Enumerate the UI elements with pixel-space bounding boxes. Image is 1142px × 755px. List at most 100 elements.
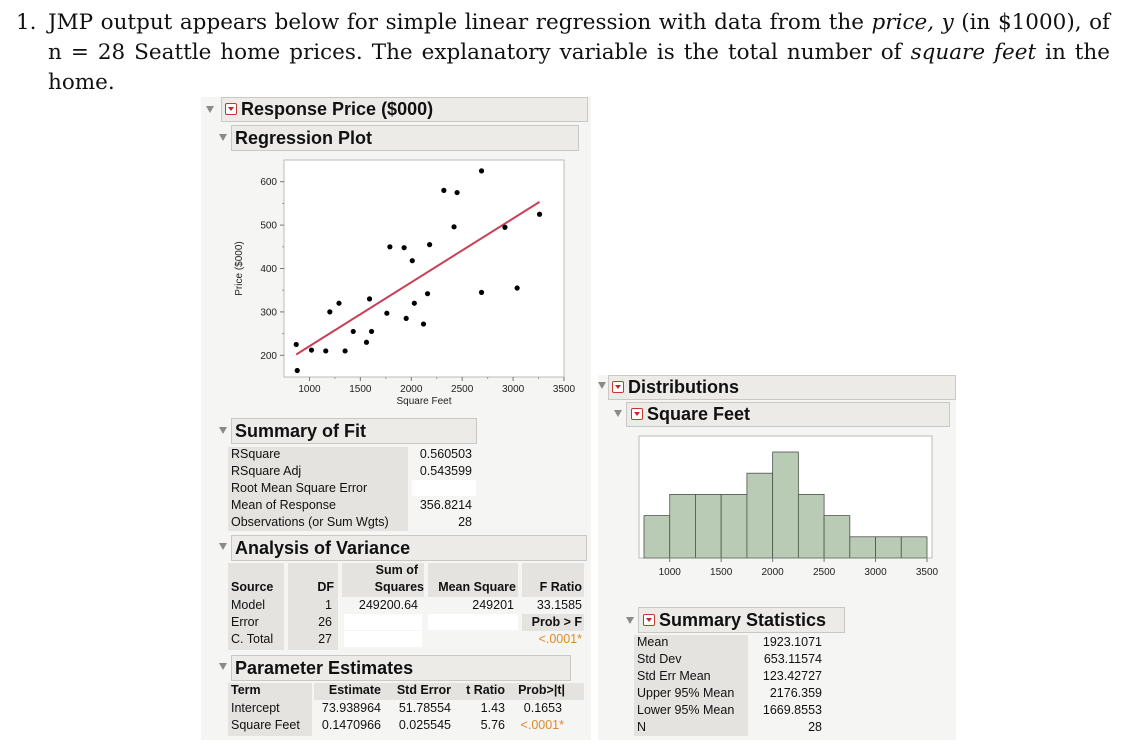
regression-plot-header[interactable]: Regression Plot: [231, 125, 579, 151]
collapse-triangle-icon[interactable]: [219, 427, 227, 434]
pe-estimate: 0.1470966: [321, 718, 381, 732]
collapse-triangle-icon[interactable]: [219, 134, 227, 141]
collapse-triangle-icon[interactable]: [598, 382, 606, 389]
response-title: Response Price ($000): [241, 99, 434, 119]
summary-of-fit-header[interactable]: Summary of Fit: [231, 418, 477, 444]
red-triangle-menu-icon[interactable]: [643, 614, 655, 626]
regression-plot-title: Regression Plot: [235, 128, 373, 148]
svg-text:3500: 3500: [553, 384, 576, 395]
stat-label: Std Err Mean: [637, 669, 711, 683]
collapse-triangle-icon[interactable]: [626, 617, 634, 624]
pe-se: 0.025545: [398, 718, 451, 732]
distributions-header[interactable]: Distributions: [608, 375, 956, 400]
svg-text:2500: 2500: [813, 567, 836, 578]
square-feet-title: Square Feet: [647, 404, 751, 424]
svg-text:3000: 3000: [864, 567, 887, 578]
anova-blank: [428, 614, 518, 630]
collapse-triangle-icon[interactable]: [219, 663, 227, 670]
parameter-estimates-header[interactable]: Parameter Estimates: [231, 655, 571, 681]
square-feet-header[interactable]: Square Feet: [626, 402, 950, 427]
svg-text:2000: 2000: [762, 567, 785, 578]
fit-value: 0.543599: [419, 464, 472, 478]
anova-header-ms: Mean Square: [438, 580, 516, 594]
stat-label: Std Dev: [637, 652, 682, 666]
stat-label: Mean: [637, 635, 669, 649]
collapse-triangle-icon[interactable]: [206, 106, 214, 113]
parameter-estimates-table: Term Estimate Std Error t Ratio Prob>|t|…: [228, 683, 588, 737]
problem-italic-sqft: square feet: [910, 40, 1037, 65]
pe-p: <.0001*: [520, 718, 564, 732]
anova-title: Analysis of Variance: [235, 538, 411, 558]
anova-source: Model: [231, 598, 266, 612]
pe-term: Square Feet: [231, 718, 300, 732]
red-triangle-menu-icon[interactable]: [612, 381, 624, 393]
regression-scatter-plot: 1000 1500 2000 2500 3000 3500 200 300 400 500 600 S…: [234, 159, 576, 407]
svg-text:3500: 3500: [916, 567, 939, 578]
svg-text:200: 200: [260, 351, 277, 362]
svg-text:1000: 1000: [298, 384, 321, 395]
anova-source: Error: [231, 615, 259, 629]
problem-text: n = 28 Seattle home prices. The explanat…: [48, 40, 911, 65]
pe-p: 0.1653: [523, 701, 562, 715]
problem-text: (in $1000), of: [953, 10, 1111, 35]
svg-text:2500: 2500: [451, 384, 474, 395]
stat-value: 28: [808, 720, 822, 734]
response-header[interactable]: Response Price ($000): [221, 97, 588, 122]
svg-text:Price ($000): Price ($000): [234, 241, 245, 295]
anova-blank: [344, 614, 422, 630]
stat-label: Lower 95% Mean: [637, 703, 735, 717]
stat-value: 1923.1071: [762, 635, 822, 649]
anova-header-source: Source: [231, 580, 274, 594]
svg-text:1000: 1000: [659, 567, 682, 578]
anova-source: C. Total: [231, 632, 274, 646]
stat-value: 2176.359: [769, 686, 822, 700]
svg-text:1500: 1500: [710, 567, 733, 578]
anova-prob-f-value: <.0001*: [538, 632, 582, 646]
pe-header-term: Term: [231, 683, 261, 697]
square-feet-histogram: 1000 1500 2000 2500 3000 3500: [638, 435, 939, 578]
problem-italic-price: price, y: [871, 10, 954, 35]
distributions-title: Distributions: [628, 377, 739, 397]
fit-row: Mean of Response: [231, 498, 336, 512]
svg-text:500: 500: [260, 221, 277, 232]
red-triangle-menu-icon[interactable]: [631, 408, 643, 420]
pe-t: 5.76: [480, 718, 505, 732]
red-triangle-menu-icon[interactable]: [225, 103, 237, 115]
summary-of-fit-table: RSquare 0.560503 RSquare Adj 0.543599 Ro…: [228, 447, 478, 532]
svg-text:2000: 2000: [400, 384, 423, 395]
svg-text:600: 600: [260, 177, 277, 188]
anova-header-ss1: Sum of: [375, 563, 418, 577]
parameter-estimates-title: Parameter Estimates: [235, 658, 414, 678]
stat-value: 123.42727: [762, 669, 822, 683]
stat-value: 1669.8553: [762, 703, 822, 717]
fit-row: RSquare Adj: [231, 464, 302, 478]
fit-value: 356.8214: [419, 498, 472, 512]
fit-value: 0.560503: [419, 447, 472, 461]
svg-text:1500: 1500: [349, 384, 372, 395]
anova-ms: 249201: [472, 598, 514, 612]
svg-text:400: 400: [260, 264, 277, 275]
collapse-triangle-icon[interactable]: [219, 543, 227, 550]
pe-header-t: t Ratio: [466, 683, 505, 697]
problem-number: 1.: [16, 10, 37, 35]
summary-statistics-title: Summary Statistics: [659, 610, 827, 630]
pe-estimate: 73.938964: [321, 701, 381, 715]
pe-t: 1.43: [480, 701, 505, 715]
fit-row: Observations (or Sum Wgts): [231, 515, 389, 529]
pe-header-se: Std Error: [396, 683, 451, 697]
anova-header-f: F Ratio: [539, 580, 582, 594]
fit-row: RSquare: [231, 447, 281, 461]
stat-label: N: [637, 720, 647, 734]
anova-df: 26: [318, 615, 332, 629]
stat-label: Upper 95% Mean: [637, 686, 735, 700]
problem-text: in the: [1036, 40, 1110, 65]
problem-text: home.: [48, 70, 115, 95]
anova-header[interactable]: Analysis of Variance: [231, 535, 587, 561]
anova-df: 27: [318, 632, 332, 646]
summary-statistics-header[interactable]: Summary Statistics: [638, 607, 845, 633]
anova-header-ss2: Squares: [374, 580, 424, 594]
svg-text:300: 300: [260, 307, 277, 318]
pe-header-estimate: Estimate: [328, 683, 381, 697]
anova-table: Sum of Source DF Squares Mean Square F R…: [228, 563, 588, 651]
collapse-triangle-icon[interactable]: [614, 410, 622, 417]
